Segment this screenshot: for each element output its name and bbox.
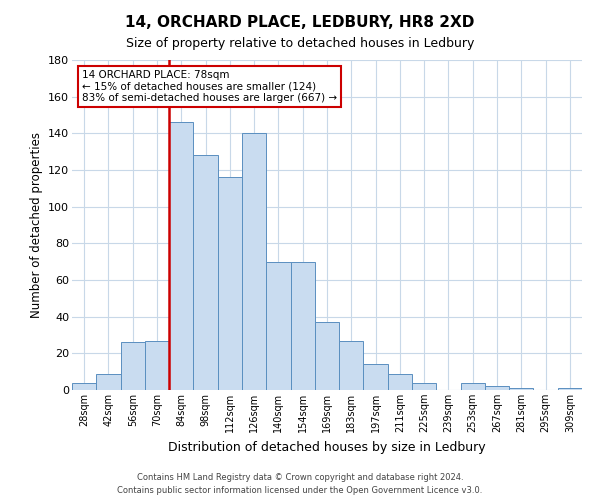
Bar [72,382,96,390]
Y-axis label: Number of detached properties: Number of detached properties [29,132,43,318]
Bar [242,134,266,390]
Bar [509,388,533,390]
Bar [266,262,290,390]
X-axis label: Distribution of detached houses by size in Ledbury: Distribution of detached houses by size … [168,440,486,454]
Bar [193,156,218,390]
Text: 14, ORCHARD PLACE, LEDBURY, HR8 2XD: 14, ORCHARD PLACE, LEDBURY, HR8 2XD [125,15,475,30]
Bar [388,374,412,390]
Bar [290,262,315,390]
Text: Size of property relative to detached houses in Ledbury: Size of property relative to detached ho… [126,38,474,51]
Text: 14 ORCHARD PLACE: 78sqm
← 15% of detached houses are smaller (124)
83% of semi-d: 14 ORCHARD PLACE: 78sqm ← 15% of detache… [82,70,337,103]
Text: Contains HM Land Registry data © Crown copyright and database right 2024.
Contai: Contains HM Land Registry data © Crown c… [118,474,482,495]
Bar [558,388,582,390]
Bar [121,342,145,390]
Bar [145,340,169,390]
Bar [461,382,485,390]
Bar [364,364,388,390]
Bar [315,322,339,390]
Bar [339,340,364,390]
Bar [412,382,436,390]
Bar [169,122,193,390]
Bar [485,386,509,390]
Bar [96,374,121,390]
Bar [218,178,242,390]
